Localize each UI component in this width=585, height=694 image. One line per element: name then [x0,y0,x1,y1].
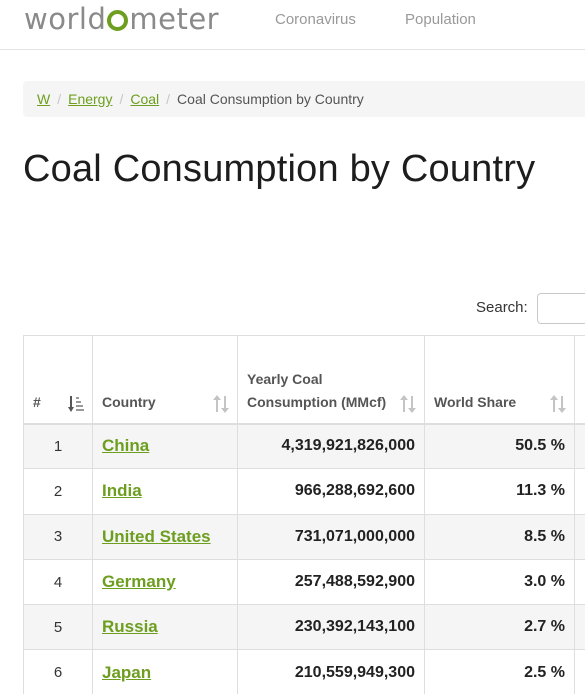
table-row: 1 China 4,319,921,826,000 50.5 % [23,422,585,470]
rank-cell: 1 [23,422,93,470]
country-link[interactable]: China [102,436,150,456]
overflow-cell [574,558,585,606]
breadcrumb: W / Energy / Coal / Coal Consumption by Countr… [23,81,585,117]
rank-cell: 2 [23,468,93,515]
rank-cell: 4 [23,558,93,606]
overflow-cell [574,422,585,470]
rank-cell: 3 [23,513,93,560]
world-share-cell: 50.5 % [424,422,575,470]
nav-population-link[interactable]: Population [405,11,476,28]
consumption-cell: 4,319,921,826,000 [237,422,425,470]
nav-coronavirus-link[interactable]: Coronavirus [275,11,356,28]
table-row: 2 India 966,288,692,600 11.3 % [23,468,585,515]
country-cell: India [92,468,238,515]
column-header-consumption[interactable]: Yearly Coal Consumption (MMcf) [237,335,425,425]
page-title: Coal Consumption by Country [23,148,536,190]
search-input[interactable] [537,293,585,324]
country-link[interactable]: Germany [102,572,176,592]
country-cell: United States [92,513,238,560]
search-label: Search: [476,299,528,316]
column-header-overflow [574,335,585,425]
consumption-cell: 731,071,000,000 [237,513,425,560]
sort-ascending-icon[interactable] [68,395,84,413]
sort-both-icon[interactable] [213,394,229,413]
coal-consumption-table: # Country [23,335,585,694]
breadcrumb-separator: / [119,91,124,107]
table-row: 5 Russia 230,392,143,100 2.7 % [23,604,585,651]
country-link[interactable]: Russia [102,617,158,637]
world-share-cell: 11.3 % [424,468,575,515]
country-cell: Japan [92,649,238,694]
country-link[interactable]: Japan [102,662,152,682]
overflow-cell [574,513,585,560]
world-share-cell: 2.7 % [424,604,575,651]
breadcrumb-separator: / [166,91,171,107]
consumption-cell: 210,559,949,300 [237,649,425,694]
consumption-cell: 230,392,143,100 [237,604,425,651]
worldometer-logo[interactable]: world meter [24,3,219,35]
sort-both-icon[interactable] [550,394,566,413]
rank-cell: 5 [23,604,93,651]
breadcrumb-energy-link[interactable]: Energy [68,91,113,107]
breadcrumb-coal-link[interactable]: Coal [130,91,160,107]
top-navbar: world meter Coronavirus Population [0,0,585,50]
logo-text-suffix: meter [129,2,220,36]
column-header-label: # [33,393,41,410]
rank-cell: 6 [23,649,93,694]
sort-both-icon[interactable] [400,394,416,413]
overflow-cell [574,604,585,651]
breadcrumb-separator: / [57,91,62,107]
column-header-label: World Share [434,393,517,410]
country-cell: Germany [92,558,238,606]
column-header-world-share[interactable]: World Share [424,335,575,425]
world-share-cell: 3.0 % [424,558,575,606]
breadcrumb-home-link[interactable]: W [37,91,51,107]
column-header-label: Country [102,393,156,410]
column-header-label: Yearly Coal Consumption (MMcf) [247,370,387,410]
country-link[interactable]: India [102,481,142,501]
consumption-cell: 257,488,592,900 [237,558,425,606]
overflow-cell [574,649,585,694]
coal-consumption-table-wrapper: # Country [23,335,585,694]
world-share-cell: 8.5 % [424,513,575,560]
country-link[interactable]: United States [102,526,211,546]
overflow-cell [574,468,585,515]
world-share-cell: 2.5 % [424,649,575,694]
column-header-rank[interactable]: # [23,335,93,425]
table-row: 4 Germany 257,488,592,900 3.0 % [23,558,585,606]
consumption-cell: 966,288,692,600 [237,468,425,515]
column-header-country[interactable]: Country [92,335,238,425]
logo-o-ring-icon [107,10,129,31]
logo-text-prefix: world [24,2,107,36]
country-cell: China [92,422,238,470]
breadcrumb-current: Coal Consumption by Country [177,91,364,107]
table-row: 3 United States 731,071,000,000 8.5 % [23,513,585,560]
table-header-row: # Country [23,335,585,425]
country-cell: Russia [92,604,238,651]
table-row: 6 Japan 210,559,949,300 2.5 % [23,649,585,694]
